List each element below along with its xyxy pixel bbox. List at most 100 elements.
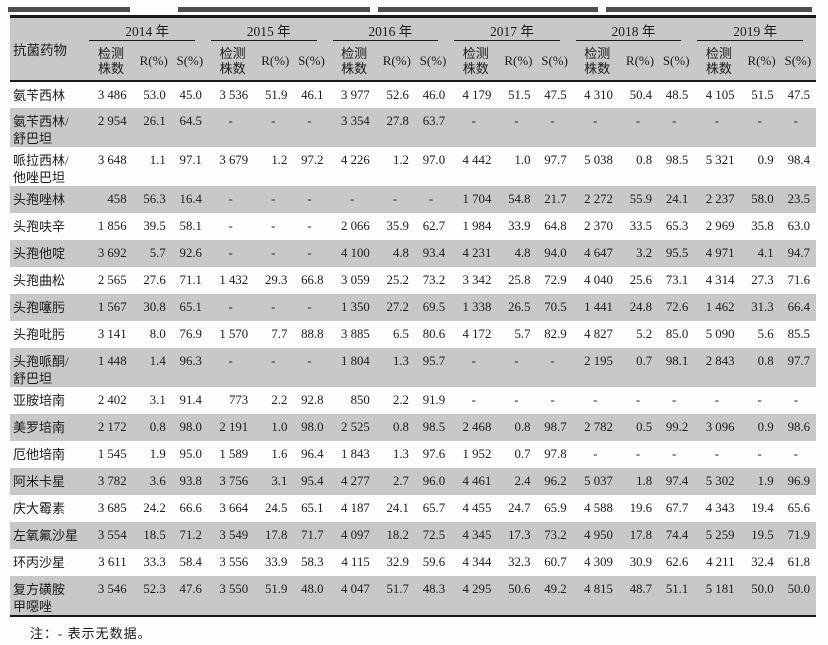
susceptible-pct-cell: 71.7 — [293, 522, 330, 549]
strain-count-cell: 1 448 — [86, 348, 136, 387]
susceptible-pct-cell: - — [658, 387, 695, 414]
resistance-pct-cell: 24.1 — [378, 495, 415, 522]
strain-count-cell: 1 843 — [329, 441, 379, 468]
year-header-2017: 2017 年 — [451, 16, 573, 42]
susceptible-pct-cell: 63.7 — [414, 108, 452, 147]
strain-count-cell: 2 525 — [329, 414, 379, 441]
table-body: 氨苄西林 3 486 53.0 45.0 3 536 51.9 46.1 3 977 52.6 4… — [10, 81, 816, 616]
strain-count-cell: 4 226 — [329, 147, 379, 186]
susceptible-pct-cell: 71.2 — [171, 522, 208, 549]
susceptible-pct-cell: 16.4 — [171, 186, 208, 213]
resistance-pct-cell: 51.9 — [257, 576, 294, 616]
table-footnote: 注：- 表示无数据。 — [30, 626, 152, 641]
susceptible-pct-cell: 71.6 — [779, 267, 816, 294]
table-row: 头孢唑林 458 56.3 16.4- - - - - -1 704 54.8 21.7 2 272 5… — [10, 186, 816, 213]
strain-count-cell: - — [572, 108, 622, 147]
susceptible-pct-cell: 73.2 — [536, 522, 573, 549]
year-header-2016: 2016 年 — [329, 16, 452, 42]
resistance-pct-cell: 5.7 — [135, 240, 172, 267]
strain-count-cell: 2 370 — [572, 213, 622, 240]
strain-count-cell: 3 536 — [207, 81, 258, 108]
table-row: 厄他培南 1 545 1.9 95.0 1 589 1.6 96.4 1 843 1.3 97.6… — [10, 441, 816, 468]
strain-count-cell: 2 468 — [451, 414, 501, 441]
susceptible-pct-cell: 97.2 — [293, 147, 330, 186]
resistance-pct-cell: 24.8 — [621, 294, 659, 321]
resistance-pct-cell: - — [743, 387, 780, 414]
susceptible-pct-cell: 96.9 — [779, 468, 816, 495]
susceptible-pct-cell: 92.6 — [171, 240, 208, 267]
subheader-count: 检测 株数 — [572, 42, 622, 81]
susceptible-pct-cell: 47.6 — [171, 576, 208, 616]
susceptible-pct-cell: 70.5 — [536, 294, 573, 321]
table-row: 氨苄西林/ 舒巴坦 2 954 26.1 64.5- - -3 354 27.8 63.7- -… — [10, 108, 816, 147]
susceptible-pct-cell: 85.0 — [658, 321, 695, 348]
susceptible-pct-cell: 47.5 — [536, 81, 573, 108]
susceptible-pct-cell: 98.0 — [171, 414, 208, 441]
strain-count-cell: 4 343 — [694, 495, 744, 522]
resistance-pct-cell: 24.2 — [135, 495, 172, 522]
drug-name: 美罗培南 — [10, 414, 87, 441]
susceptible-pct-cell: 48.3 — [414, 576, 452, 616]
subheader-r: R(%) — [257, 42, 294, 81]
susceptible-pct-cell: 65.1 — [293, 495, 330, 522]
drug-name: 左氧氟沙星 — [10, 522, 87, 549]
strain-count-cell: 3 546 — [86, 576, 136, 616]
strain-count-cell: 1 462 — [694, 294, 744, 321]
resistance-pct-cell: 0.8 — [135, 414, 172, 441]
susceptible-pct-cell: 48.5 — [658, 81, 695, 108]
susceptible-pct-cell: 97.6 — [414, 441, 452, 468]
strain-count-cell: - — [207, 240, 258, 267]
susceptible-pct-cell: 95.4 — [293, 468, 330, 495]
strain-count-cell: - — [451, 108, 501, 147]
resistance-pct-cell: 1.0 — [500, 147, 537, 186]
resistance-pct-cell: 24.5 — [257, 495, 294, 522]
susceptible-pct-cell: 96.0 — [414, 468, 452, 495]
strain-count-cell: 5 038 — [572, 147, 622, 186]
table-row: 阿米卡星 3 782 3.6 93.8 3 756 3.1 95.4 4 277 2.7 96.0… — [10, 468, 816, 495]
resistance-pct-cell: 1.1 — [135, 147, 172, 186]
resistance-pct-cell: 50.6 — [500, 576, 537, 616]
resistance-pct-cell: 27.3 — [743, 267, 780, 294]
strain-count-cell: 2 954 — [86, 108, 136, 147]
strain-count-cell: 5 037 — [572, 468, 622, 495]
resistance-pct-cell: 39.5 — [135, 213, 172, 240]
strain-count-cell: - — [207, 348, 258, 387]
table-header: 抗菌药物 2014 年 2015 年 2016 年 2017 年 2018 年 … — [10, 16, 816, 81]
resistance-pct-cell: 33.5 — [621, 213, 659, 240]
table-row: 美罗培南 2 172 0.8 98.0 2 191 1.0 98.0 2 525 0.8 98.5… — [10, 414, 816, 441]
susceptible-pct-cell: 85.5 — [779, 321, 816, 348]
strain-count-cell: 4 115 — [329, 549, 379, 576]
strain-count-cell: 773 — [207, 387, 258, 414]
resistance-pct-cell: 33.9 — [500, 213, 537, 240]
resistance-pct-cell: 58.0 — [743, 186, 780, 213]
subheader-s: S(%) — [414, 42, 452, 81]
year-header-row: 抗菌药物 2014 年 2015 年 2016 年 2017 年 2018 年 … — [10, 16, 816, 81]
drug-name: 庆大霉素 — [10, 495, 87, 522]
resistance-pct-cell: 27.2 — [378, 294, 415, 321]
resistance-pct-cell: 7.7 — [257, 321, 294, 348]
strain-count-cell: 2 843 — [694, 348, 744, 387]
resistance-pct-cell: - — [743, 108, 780, 147]
drug-name: 头孢唑林 — [10, 186, 87, 213]
resistance-pct-cell: - — [621, 387, 659, 414]
resistance-pct-cell: - — [257, 348, 294, 387]
strain-count-cell: 1 441 — [572, 294, 622, 321]
strain-count-cell: 2 969 — [694, 213, 744, 240]
strain-count-cell: 4 827 — [572, 321, 622, 348]
strain-count-cell: 3 550 — [207, 576, 258, 616]
resistance-pct-cell: - — [257, 108, 294, 147]
strain-count-cell: 3 611 — [86, 549, 136, 576]
resistance-pct-cell: 0.5 — [621, 414, 659, 441]
resistance-pct-cell: 1.2 — [257, 147, 294, 186]
susceptible-pct-cell: 47.5 — [779, 81, 816, 108]
strain-count-cell: 4 455 — [451, 495, 501, 522]
resistance-pct-cell: - — [378, 186, 415, 213]
drug-name: 亚胺培南 — [10, 387, 87, 414]
strain-count-cell: 3 782 — [86, 468, 136, 495]
strain-count-cell: - — [207, 186, 258, 213]
susceptible-pct-cell: 48.0 — [293, 576, 330, 616]
subheader-count: 检测 株数 — [451, 42, 501, 81]
strain-count-cell: 3 692 — [86, 240, 136, 267]
drug-name: 环丙沙星 — [10, 549, 87, 576]
strain-count-cell: 2 402 — [86, 387, 136, 414]
